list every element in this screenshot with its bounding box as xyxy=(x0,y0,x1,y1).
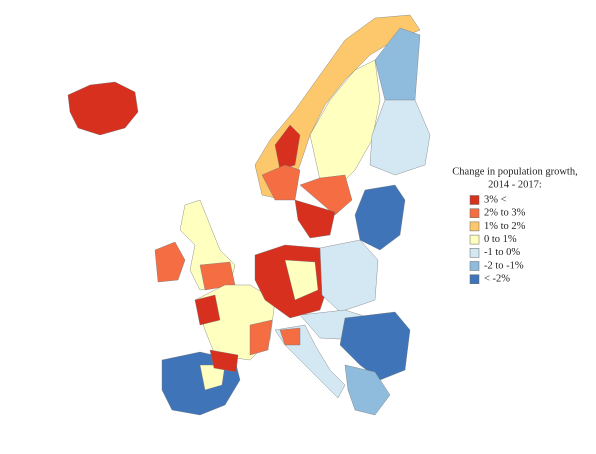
legend-swatch xyxy=(469,234,480,245)
region xyxy=(194,294,221,326)
legend-title: 2014 - 2017: xyxy=(488,179,542,190)
legend-swatch xyxy=(469,195,480,205)
legend-label: 2% to 3% xyxy=(484,208,526,219)
region xyxy=(209,349,239,373)
region xyxy=(274,124,301,171)
region xyxy=(299,174,353,216)
legend-swatch xyxy=(469,208,480,218)
legend-label: < -2% xyxy=(484,274,510,285)
legend-swatch xyxy=(469,274,480,284)
region xyxy=(339,311,411,381)
legend-label: -2 to -1% xyxy=(484,260,524,271)
legend-swatch xyxy=(469,221,480,232)
region xyxy=(154,241,186,283)
legend-title: Change in population growth, xyxy=(452,166,577,177)
legend-label: 3% < xyxy=(484,194,507,205)
region xyxy=(249,319,273,356)
legend-swatch xyxy=(469,261,480,271)
region xyxy=(67,81,139,136)
region xyxy=(344,364,391,416)
region xyxy=(369,99,431,176)
legend: 3% < 2% to 3% 1% to 2% 0 to 1% -1 to 0% -2 to… xyxy=(469,194,526,285)
legend-swatch xyxy=(469,248,480,258)
region xyxy=(261,164,301,201)
region xyxy=(319,239,379,313)
legend-label: -1 to 0% xyxy=(484,247,520,258)
region xyxy=(294,199,336,239)
legend-label: 1% to 2% xyxy=(484,221,526,232)
region xyxy=(354,184,406,251)
legend-label: 0 to 1% xyxy=(484,234,517,245)
region xyxy=(279,327,301,346)
map-regions xyxy=(67,14,431,416)
region xyxy=(284,259,319,301)
